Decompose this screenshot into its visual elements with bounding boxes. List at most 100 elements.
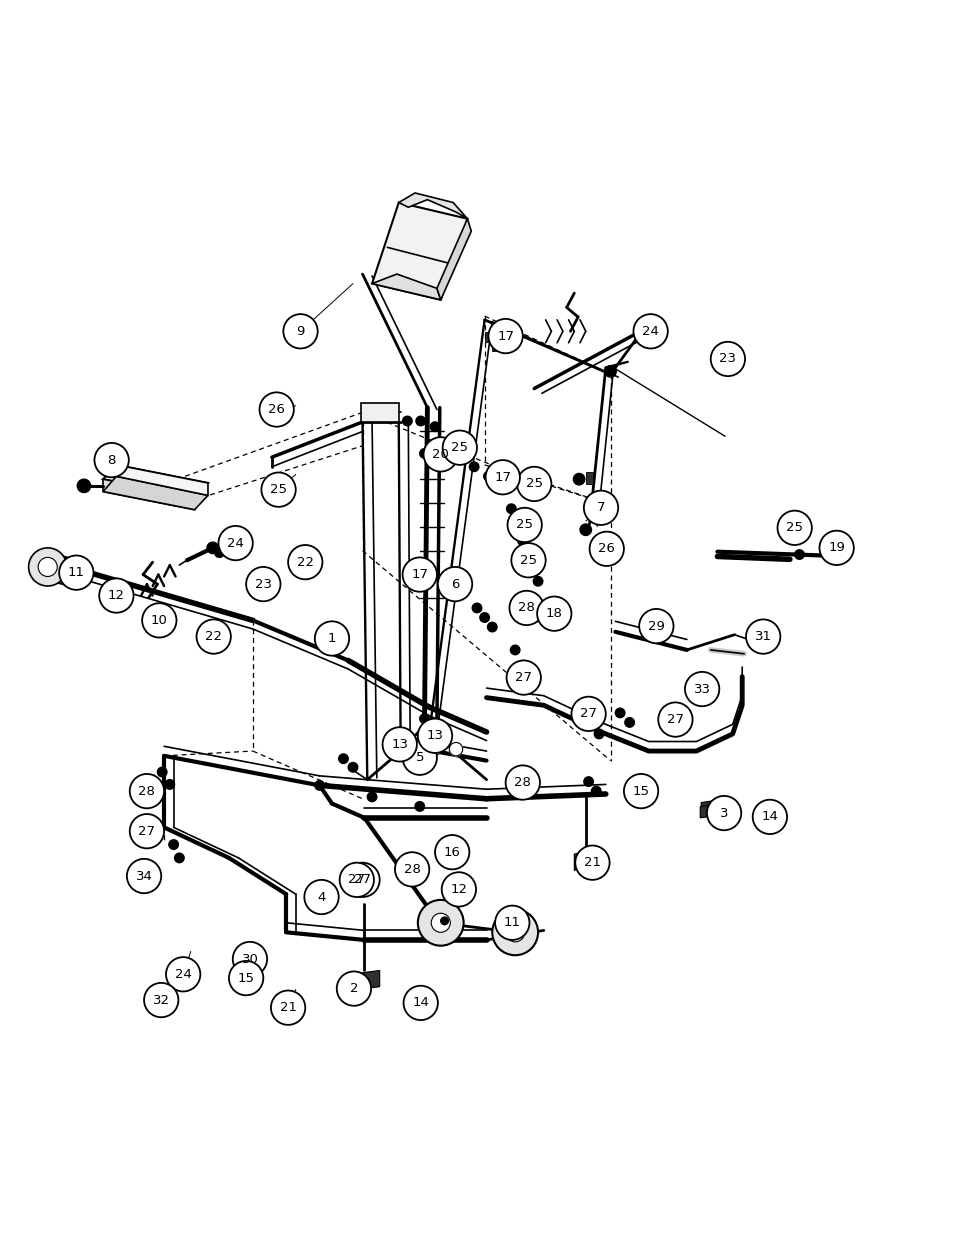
Polygon shape: [360, 403, 398, 422]
Text: 21: 21: [279, 1002, 296, 1014]
Circle shape: [583, 777, 593, 787]
Circle shape: [417, 719, 452, 753]
Circle shape: [423, 437, 457, 472]
Circle shape: [583, 490, 618, 525]
Circle shape: [591, 787, 600, 795]
Bar: [585, 473, 593, 484]
Circle shape: [509, 590, 543, 625]
Text: 19: 19: [827, 541, 844, 555]
Circle shape: [537, 597, 571, 631]
Circle shape: [271, 990, 305, 1025]
Circle shape: [144, 983, 178, 1018]
Circle shape: [777, 510, 811, 545]
Circle shape: [706, 795, 740, 830]
Circle shape: [633, 314, 667, 348]
Text: 4: 4: [317, 890, 325, 904]
Text: 20: 20: [432, 448, 449, 461]
Circle shape: [506, 661, 540, 695]
Circle shape: [492, 909, 537, 955]
Circle shape: [304, 879, 338, 914]
Bar: [424, 450, 443, 457]
Circle shape: [218, 526, 253, 561]
Circle shape: [338, 753, 348, 763]
Bar: [492, 342, 503, 351]
Text: 10: 10: [151, 614, 168, 627]
Circle shape: [571, 697, 605, 731]
Polygon shape: [103, 464, 208, 498]
Text: 27: 27: [348, 873, 365, 887]
Circle shape: [339, 863, 374, 897]
Text: 25: 25: [516, 519, 533, 531]
Text: 22: 22: [205, 630, 222, 643]
Circle shape: [348, 762, 357, 772]
Circle shape: [427, 742, 440, 756]
Circle shape: [510, 645, 519, 655]
Circle shape: [442, 431, 476, 464]
Text: 24: 24: [227, 536, 244, 550]
Circle shape: [479, 613, 489, 622]
Text: 12: 12: [108, 589, 125, 601]
Circle shape: [419, 714, 429, 724]
Circle shape: [417, 900, 463, 946]
Circle shape: [510, 519, 519, 529]
Polygon shape: [48, 552, 78, 588]
Circle shape: [196, 620, 231, 653]
Text: 26: 26: [598, 542, 615, 556]
Circle shape: [367, 792, 376, 802]
Circle shape: [639, 609, 673, 643]
Circle shape: [130, 814, 164, 848]
Text: 1: 1: [328, 632, 335, 645]
Circle shape: [429, 727, 438, 737]
Text: 15: 15: [237, 972, 254, 984]
Text: 17: 17: [411, 568, 428, 582]
Circle shape: [127, 858, 161, 893]
Circle shape: [435, 835, 469, 869]
Circle shape: [752, 800, 786, 834]
Circle shape: [440, 918, 448, 925]
Circle shape: [29, 548, 67, 587]
Circle shape: [491, 482, 500, 490]
Circle shape: [395, 852, 429, 887]
Text: 18: 18: [545, 608, 562, 620]
Text: 13: 13: [426, 730, 443, 742]
Circle shape: [157, 767, 167, 777]
Circle shape: [684, 672, 719, 706]
Polygon shape: [103, 477, 208, 510]
Polygon shape: [398, 193, 467, 219]
Circle shape: [575, 846, 609, 879]
Circle shape: [469, 462, 478, 472]
Text: 17: 17: [497, 330, 514, 342]
Circle shape: [483, 472, 493, 482]
Circle shape: [604, 366, 616, 377]
Text: 25: 25: [525, 478, 542, 490]
Circle shape: [246, 567, 280, 601]
Circle shape: [573, 473, 584, 485]
Circle shape: [449, 742, 462, 756]
Circle shape: [517, 661, 527, 669]
Circle shape: [415, 802, 424, 811]
Text: 28: 28: [517, 601, 535, 615]
Circle shape: [259, 393, 294, 427]
Circle shape: [449, 742, 462, 756]
Text: 27: 27: [354, 873, 371, 887]
Text: 23: 23: [254, 578, 272, 590]
Polygon shape: [116, 464, 208, 495]
Circle shape: [505, 923, 524, 942]
Text: 8: 8: [108, 453, 115, 467]
Circle shape: [488, 319, 522, 353]
Text: 11: 11: [68, 566, 85, 579]
Circle shape: [166, 957, 200, 992]
Text: 14: 14: [412, 997, 429, 1009]
Polygon shape: [103, 479, 194, 510]
Text: 25: 25: [270, 483, 287, 496]
Circle shape: [142, 603, 176, 637]
Circle shape: [77, 479, 91, 493]
Text: 29: 29: [647, 620, 664, 632]
Circle shape: [495, 905, 529, 940]
Circle shape: [658, 703, 692, 737]
Text: 24: 24: [174, 968, 192, 981]
Circle shape: [515, 926, 522, 934]
Circle shape: [624, 718, 634, 727]
Circle shape: [431, 913, 450, 932]
Polygon shape: [372, 203, 467, 300]
